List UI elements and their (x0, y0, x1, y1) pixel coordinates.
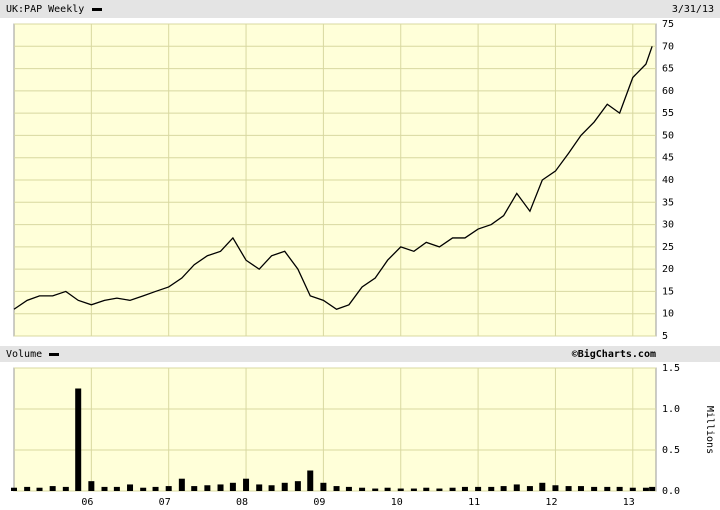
volume-bar-header (0, 346, 720, 362)
volume-bar (397, 488, 404, 491)
volume-bar (423, 487, 430, 491)
y-tick-label: 1.5 (662, 363, 680, 374)
volume-bar (604, 486, 611, 491)
x-tick-label: 11 (468, 497, 480, 508)
y-tick-label: 65 (662, 64, 674, 75)
y-tick-label: 20 (662, 264, 674, 275)
y-tick-label: 1.0 (662, 404, 680, 415)
volume-bar (629, 487, 636, 491)
x-tick-label: 08 (236, 497, 248, 508)
volume-bar (217, 484, 224, 491)
y-tick-label: 55 (662, 108, 674, 119)
volume-bar (500, 486, 507, 491)
volume-bar (24, 486, 31, 491)
volume-bar (359, 487, 366, 491)
x-tick-label: 07 (159, 497, 171, 508)
volume-bar (294, 481, 301, 491)
volume-bar (320, 482, 327, 491)
legend-swatch (92, 8, 102, 11)
volume-bar (152, 486, 159, 491)
volume-bar (410, 488, 417, 491)
x-tick-label: 12 (545, 497, 557, 508)
volume-bar (140, 487, 147, 491)
volume-bar (75, 388, 82, 491)
volume-bar (49, 486, 56, 491)
volume-bar (513, 484, 520, 491)
y-tick-label: 15 (662, 286, 674, 297)
volume-bar (101, 486, 108, 491)
volume-bar (475, 486, 482, 491)
y-tick-label: 0.0 (662, 486, 680, 497)
y-tick-label: 45 (662, 153, 674, 164)
y-tick-label: 0.5 (662, 445, 680, 456)
volume-bar (127, 484, 134, 491)
y-tick-label: 25 (662, 242, 674, 253)
volume-bar (436, 488, 443, 491)
x-tick-label: 06 (81, 497, 93, 508)
volume-bar (165, 486, 172, 491)
y-tick-label: 40 (662, 175, 674, 186)
y-tick-label: 75 (662, 19, 674, 30)
y-tick-label: 35 (662, 197, 674, 208)
volume-bar (449, 487, 456, 491)
credit: ©BigCharts.com (572, 348, 656, 360)
volume-bar (268, 485, 275, 491)
volume-bar (333, 486, 340, 491)
volume-bar (384, 487, 391, 491)
chart-title: UK:PAP Weekly (6, 4, 84, 15)
volume-bar (616, 486, 623, 491)
volume-bar (243, 478, 250, 491)
volume-plot (13, 367, 657, 492)
volume-bar (526, 486, 533, 491)
volume-bar (461, 486, 468, 491)
x-tick-label: 09 (313, 497, 325, 508)
y-tick-label: 50 (662, 130, 674, 141)
volume-bar (565, 486, 572, 491)
volume-bar (113, 486, 120, 491)
x-tick-label: 13 (623, 497, 635, 508)
y-tick-label: 60 (662, 86, 674, 97)
volume-bar (281, 482, 288, 491)
volume-bar (345, 486, 352, 491)
volume-bar (256, 484, 263, 491)
y-tick-label: 70 (662, 41, 674, 52)
header-bar (0, 0, 720, 18)
volume-bar (642, 487, 649, 491)
volume-bar (36, 487, 43, 491)
volume-bar (62, 486, 69, 491)
volume-bar (577, 486, 584, 491)
volume-bar (488, 486, 495, 491)
volume-bar (204, 485, 211, 491)
volume-bar (178, 478, 185, 491)
date-label: 3/31/13 (672, 4, 714, 15)
volume-bar (539, 482, 546, 491)
volume-bar (372, 488, 379, 491)
y-axis-label: Millions (704, 406, 715, 454)
volume-bar (649, 486, 656, 491)
volume-title: Volume (6, 349, 42, 360)
y-tick-label: 5 (662, 331, 668, 342)
volume-bar (11, 487, 17, 491)
volume-bar (591, 486, 598, 491)
volume-bar (88, 481, 95, 491)
y-tick-label: 10 (662, 309, 674, 320)
volume-bar (229, 482, 236, 491)
price-line (13, 46, 653, 310)
volume-bar (191, 486, 198, 491)
volume-bar (307, 470, 314, 491)
legend-swatch (49, 353, 59, 356)
volume-bar (552, 485, 559, 491)
x-tick-label: 10 (391, 497, 403, 508)
y-tick-label: 30 (662, 220, 674, 231)
